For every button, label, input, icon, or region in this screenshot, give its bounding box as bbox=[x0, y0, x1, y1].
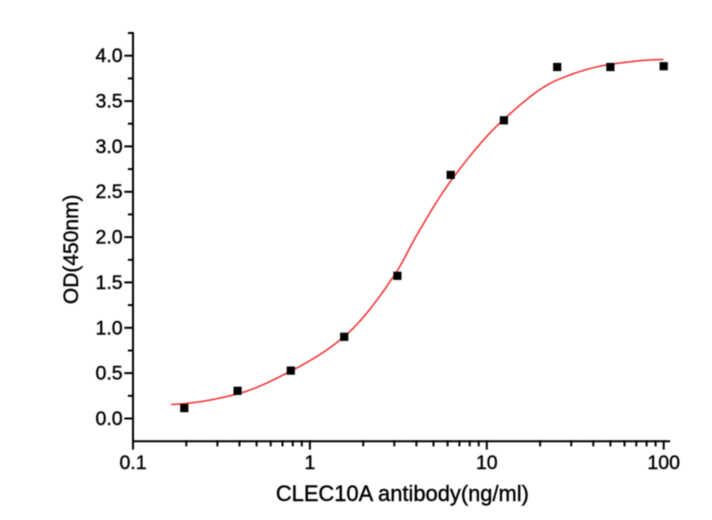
svg-text:10: 10 bbox=[476, 452, 498, 474]
svg-text:1.0: 1.0 bbox=[95, 317, 122, 339]
svg-text:0.0: 0.0 bbox=[95, 408, 122, 430]
svg-text:100: 100 bbox=[647, 452, 680, 474]
svg-text:0.1: 0.1 bbox=[119, 452, 146, 474]
svg-text:2.0: 2.0 bbox=[95, 227, 122, 249]
svg-text:CLEC10A antibody(ng/ml): CLEC10A antibody(ng/ml) bbox=[276, 481, 529, 506]
svg-text:0.5: 0.5 bbox=[95, 363, 122, 385]
svg-text:OD(450nm): OD(450nm) bbox=[60, 194, 83, 304]
svg-text:3.0: 3.0 bbox=[95, 136, 122, 158]
svg-text:1: 1 bbox=[304, 452, 315, 474]
svg-text:4.0: 4.0 bbox=[95, 45, 122, 67]
svg-text:2.5: 2.5 bbox=[95, 181, 122, 203]
svg-text:1.5: 1.5 bbox=[95, 272, 122, 294]
svg-text:3.5: 3.5 bbox=[95, 91, 122, 113]
